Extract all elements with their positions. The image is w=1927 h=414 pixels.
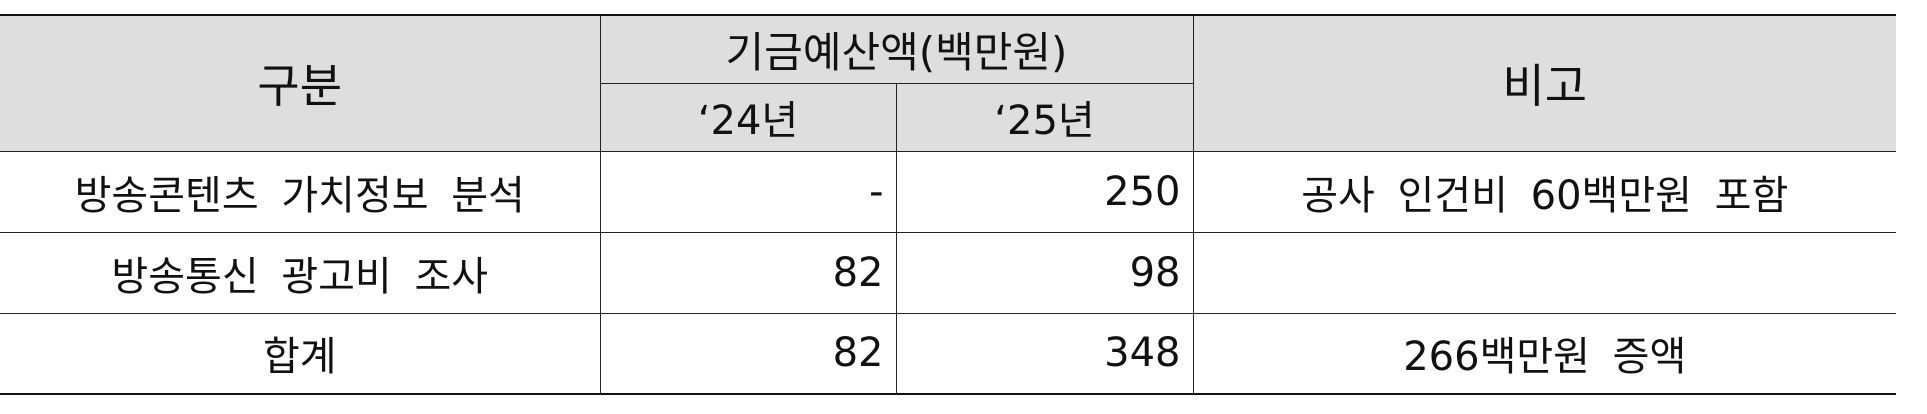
budget-table-container: 구분 기금예산액(백만원) 비고 ‘24년 ‘25년 방송콘텐츠 가치정보 분석… xyxy=(0,14,1896,395)
row-remarks: 266백만원 증액 xyxy=(1192,312,1896,395)
table-body: 방송콘텐츠 가치정보 분석 - 250 공사 인건비 60백만원 포함 방송통신… xyxy=(0,150,1896,395)
header-row: 구분 기금예산액(백만원) 비고 xyxy=(0,14,1896,152)
table-row: 방송콘텐츠 가치정보 분석 - 250 공사 인건비 60백만원 포함 xyxy=(0,150,1896,233)
row-remarks xyxy=(1192,231,1896,314)
header-year-2024: ‘24년 xyxy=(600,82,897,152)
header-remarks: 비고 xyxy=(1192,14,1896,152)
row-value-2024: 82 xyxy=(599,312,897,395)
row-value-2024: 82 xyxy=(599,231,897,314)
table-row-total: 합계 82 348 266백만원 증액 xyxy=(0,312,1896,395)
header-subrow: ‘24년 ‘25년 xyxy=(0,82,1896,152)
row-value-2024: - xyxy=(599,150,897,233)
row-category: 방송콘텐츠 가치정보 분석 xyxy=(0,150,601,233)
row-category: 방송통신 광고비 조사 xyxy=(0,231,601,314)
header-year-2025: ‘25년 xyxy=(895,82,1193,152)
header-category: 구분 xyxy=(0,14,601,152)
table-header: 구분 기금예산액(백만원) 비고 ‘24년 ‘25년 xyxy=(0,14,1896,152)
row-remarks: 공사 인건비 60백만원 포함 xyxy=(1192,150,1896,233)
row-value-2025: 348 xyxy=(895,312,1194,395)
row-category: 합계 xyxy=(0,312,601,395)
header-budget-group: 기금예산액(백만원) xyxy=(599,14,1194,84)
row-value-2025: 250 xyxy=(895,150,1194,233)
table-row: 방송통신 광고비 조사 82 98 xyxy=(0,231,1896,314)
budget-table: 구분 기금예산액(백만원) 비고 ‘24년 ‘25년 방송콘텐츠 가치정보 분석… xyxy=(0,14,1896,395)
row-value-2025: 98 xyxy=(895,231,1194,314)
